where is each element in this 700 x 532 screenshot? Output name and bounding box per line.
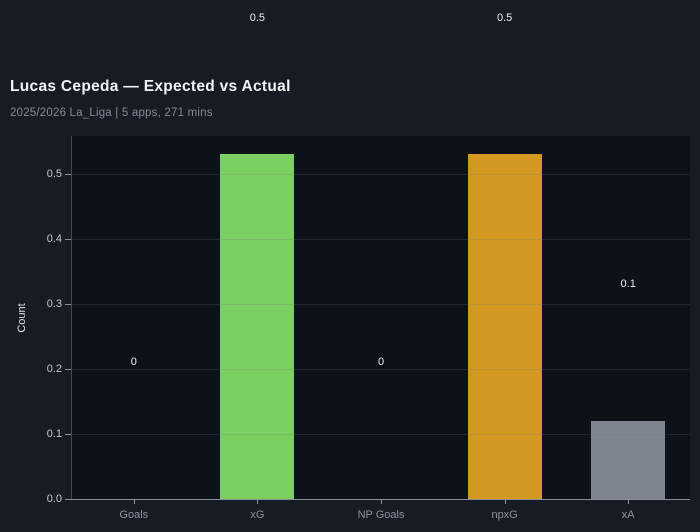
y-tick-mark: [65, 303, 71, 305]
x-tick-label: npxG: [491, 509, 518, 521]
y-tick-label: 0.5: [46, 167, 62, 180]
bar-value-label: 0.1: [620, 278, 636, 291]
bar-value-label: 0: [130, 356, 137, 369]
x-tick-label: Goals: [119, 509, 149, 521]
x-tick-mark: [257, 500, 259, 504]
y-tick-label: 0.3: [46, 297, 62, 310]
y-tick-mark: [65, 238, 71, 240]
y-tick-label: 0.2: [46, 362, 62, 375]
bar-value-label: 0.5: [496, 11, 513, 24]
y-axis-spine: [71, 136, 72, 499]
gridline: [72, 173, 690, 175]
y-tick-label: 0.4: [46, 232, 62, 245]
x-tick-mark: [381, 500, 382, 504]
x-tick-label: NP Goals: [357, 509, 405, 521]
chart-title: Lucas Cepeda — Expected vs Actual: [10, 78, 291, 95]
bar-xg: [220, 154, 295, 499]
bar-value-label: 0.5: [249, 11, 266, 24]
x-tick-mark: [628, 500, 630, 504]
x-tick-mark: [504, 500, 506, 504]
bar-value-label: 0: [377, 356, 385, 369]
bar-npxg: [467, 154, 542, 499]
y-tick-mark: [65, 499, 71, 500]
gridline: [72, 303, 690, 305]
bar-xa: [591, 420, 666, 499]
y-tick-mark: [65, 433, 71, 435]
y-tick-label: 0.0: [46, 493, 62, 505]
plot-area: [72, 136, 690, 499]
chart-subtitle: 2025/2026 La_Liga | 5 apps, 271 mins: [10, 107, 213, 119]
gridline: [72, 433, 690, 435]
y-tick-mark: [65, 368, 71, 370]
x-tick-label: xG: [250, 509, 265, 521]
y-tick-label: 0.1: [46, 427, 62, 440]
x-tick-mark: [133, 500, 135, 504]
y-tick-mark: [65, 173, 71, 175]
x-axis-spine: [71, 499, 690, 500]
gridline: [72, 368, 690, 370]
x-tick-label: xA: [621, 509, 635, 521]
gridline: [72, 238, 690, 240]
